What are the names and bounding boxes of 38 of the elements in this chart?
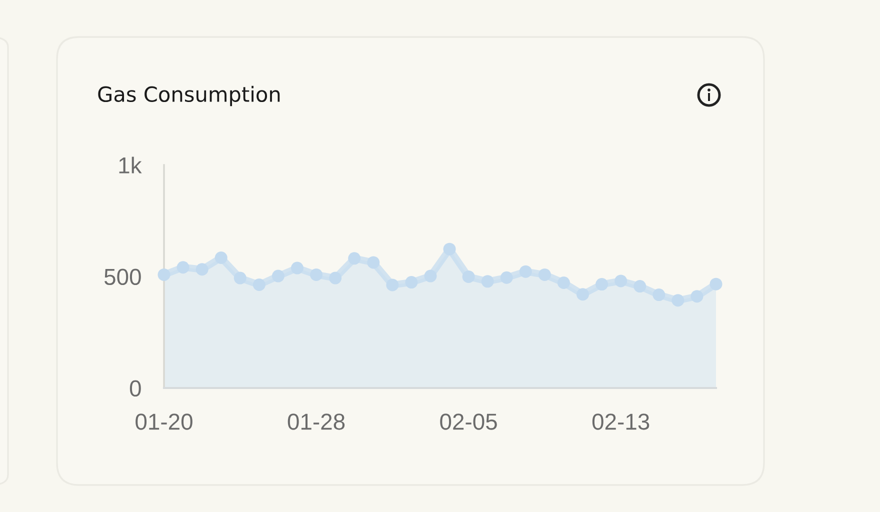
point — [652, 288, 666, 302]
point — [214, 252, 228, 264]
point — [443, 242, 456, 256]
y-tick-label: 1k — [119, 156, 142, 174]
point — [272, 270, 284, 282]
point — [329, 272, 342, 284]
y-tick-label: 0 — [130, 380, 141, 397]
point — [576, 288, 590, 301]
point — [252, 278, 266, 291]
point — [196, 263, 208, 276]
point — [500, 271, 513, 284]
point — [405, 276, 418, 289]
point — [690, 290, 704, 303]
point — [462, 270, 475, 283]
x-tick-label: 01-28 — [288, 414, 345, 430]
point — [710, 278, 722, 290]
point — [672, 294, 684, 307]
y-tick-label: 500 — [104, 268, 141, 286]
point — [614, 274, 628, 288]
point — [481, 275, 494, 288]
x-tick-label: 01-20 — [136, 414, 192, 430]
point — [348, 252, 361, 265]
point — [538, 268, 551, 281]
point — [596, 278, 608, 291]
point — [557, 276, 570, 289]
x-tick-label: 02-13 — [592, 414, 650, 430]
point — [424, 270, 437, 282]
point — [290, 262, 304, 274]
x-tick-label: 02-05 — [440, 414, 497, 430]
point — [367, 256, 380, 269]
point — [176, 261, 190, 274]
point — [519, 265, 532, 278]
chart-title: Gas Consumption — [98, 86, 280, 106]
point — [634, 280, 646, 293]
point — [234, 272, 246, 284]
point — [310, 268, 323, 281]
point — [158, 268, 170, 281]
point — [386, 278, 399, 292]
